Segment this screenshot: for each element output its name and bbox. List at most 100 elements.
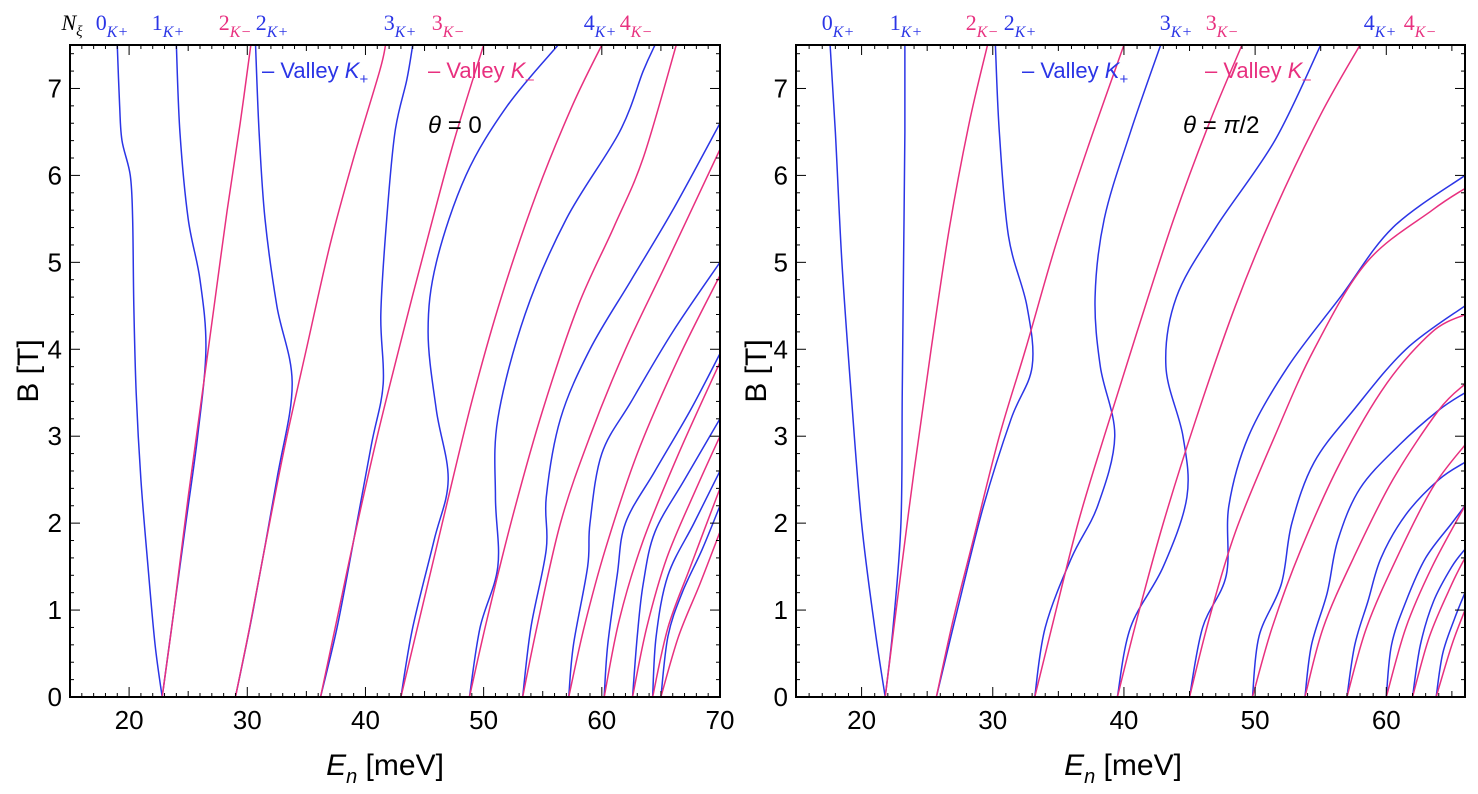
y-tick-label: 6 [48,160,62,190]
series-line-k-n-6 [1251,305,1465,697]
series-line-k-n-7 [567,261,720,697]
series-line-k-n-2 [234,45,293,697]
series-line-k-n-9 [631,418,720,697]
plot-frame [69,44,721,698]
series-line-k-n-6 [521,122,720,697]
y-tick-label: 0 [774,682,788,712]
level-label: 3K+ [1160,10,1192,41]
angle-annotation: θ = 0 [428,112,482,139]
series-line-k-n-1 [884,45,906,697]
plot-frame [795,44,1466,698]
y-axis-title: B [T] [740,339,773,402]
series-line-k-n-4 [319,45,485,697]
series-line-k-n-11 [660,505,720,697]
curves [116,45,720,697]
series-line-k-n-3 [319,45,414,697]
series-line-k-n-3 [1033,45,1162,697]
series-line-k-n-7 [521,149,720,697]
x-tick-label: 50 [1241,705,1270,735]
series-line-k-n-4 [400,45,559,697]
series-line-k-n-10 [1385,505,1465,697]
y-tick-label: 0 [48,682,62,712]
y-tick-label: 4 [48,334,62,364]
x-tick-label: 40 [1109,705,1138,735]
series-line-k-n-7 [1251,313,1465,697]
series-line-k-n-11 [1411,557,1465,697]
y-tick-label: 3 [774,421,788,451]
level-label: 1K+ [152,10,184,41]
panel-theta-0: 20 30 40 50 60 70 0 1 2 3 4 5 6 7 En [meV] B [T] Nξ 0K+ 1K… [12,10,734,788]
angle-annotation: θ = π/2 [1183,112,1259,139]
level-label: 2K− [966,10,998,41]
legend-entry-k-plus: – Valley K+ [1022,58,1128,88]
legend-entry-k-minus: – Valley K– [428,58,534,88]
series-line-k-n-10 [1411,548,1465,697]
y-tick-label: 5 [774,247,788,277]
level-label: 3K− [1206,10,1238,41]
x-tick-label: 20 [847,705,876,735]
level-label: 4K− [1404,10,1436,41]
level-label: 2K+ [256,10,288,41]
y-tick-label: 2 [48,508,62,538]
level-label: 2K+ [1004,10,1036,41]
y-tick-label: 1 [774,595,788,625]
series-line-k-n-6 [468,45,677,697]
y-tick-label: 4 [774,334,788,364]
y-tick-label: 5 [48,247,62,277]
series-line-k-n-8 [567,275,720,697]
level-label: 2K− [219,10,251,41]
series-line-k-n-6 [1188,187,1465,697]
series-line-k-n-2 [935,45,1034,697]
x-tick-label: 30 [233,705,262,735]
legend-entry-k-minus: – Valley K– [1205,58,1311,88]
x-axis-title: En [meV] [326,749,444,788]
level-label: 3K+ [384,10,416,41]
series-line-k-n-11 [651,488,720,697]
x-tick-label: 20 [115,705,144,735]
series-line-k-n-0 [116,45,163,697]
y-tick-label: 7 [48,73,62,103]
y-axis-title: B [T] [12,339,45,402]
series-line-k-n-9 [603,362,720,697]
series-line-k-n-11 [1435,592,1465,697]
x-tick-label: 30 [978,705,1007,735]
curves [829,45,1465,697]
series-line-k-n-1 [161,45,207,697]
x-tick-label: 40 [351,705,380,735]
level-header: Nξ [60,10,83,40]
series-line-k-n-7 [1304,392,1465,697]
series-line-k-n-3 [234,45,387,697]
series-line-k-n-3 [935,45,1125,697]
y-tick-label: 3 [48,421,62,451]
level-label: 4K− [620,10,652,41]
series-line-k-n-8 [1304,383,1465,697]
x-tick-label: 60 [1372,705,1401,735]
series-line-k-n-5 [1116,45,1361,697]
level-label: 3K− [432,10,464,41]
series-line-k-n-5 [468,45,656,697]
y-tick-label: 1 [48,595,62,625]
series-line-k-n-4 [1116,45,1322,697]
ticks [795,45,1466,698]
series-line-k-n-0 [829,45,886,697]
x-axis-title: En [meV] [1064,749,1182,788]
series-line-k-n-2 [884,45,989,697]
series-line-k-n-9 [1346,444,1465,697]
series-line-k-n-12 [1435,609,1465,697]
x-tick-label: 70 [706,705,735,735]
y-tick-label: 6 [774,160,788,190]
level-label: 4K+ [1364,10,1396,41]
y-tick-label: 2 [774,508,788,538]
level-label: 1K+ [890,10,922,41]
series-line-k-n-10 [631,435,720,697]
series-line-k-n-2 [161,45,252,697]
series-line-k-n-12 [660,531,720,697]
level-label: 4K+ [584,10,616,41]
ticks [69,45,721,698]
series-line-k-n-10 [651,470,720,697]
series-line-k-n-9 [1385,505,1465,697]
level-label: 0K+ [96,10,128,41]
level-label: 0K+ [822,10,854,41]
panel-theta-pi-half: 20 30 40 50 60 0 1 2 3 4 5 6 7 En [meV] B [T] 0K+ 1K+ 2K−… [740,10,1466,788]
